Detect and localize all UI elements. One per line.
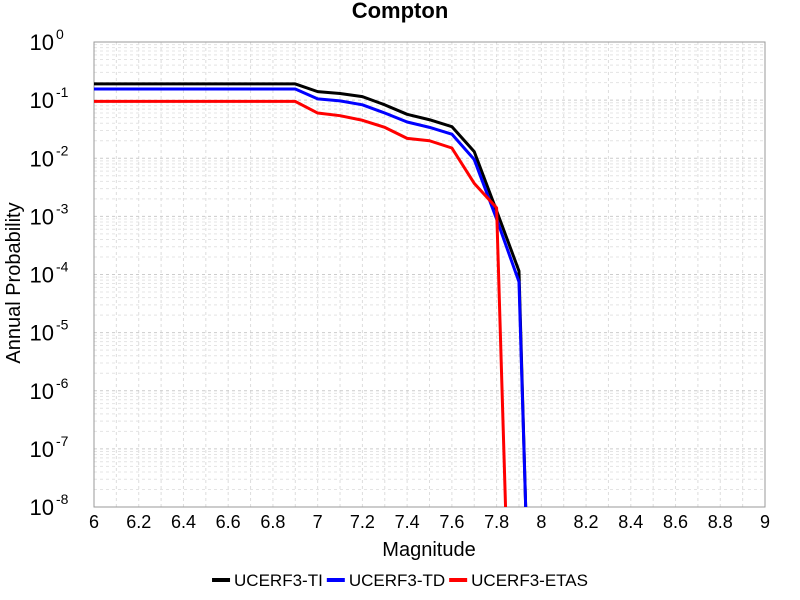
series-line-2	[94, 99, 508, 508]
y-tick-label: 10 -8	[30, 491, 69, 520]
x-tick-label: 7.8	[484, 512, 509, 532]
y-tick-label: 10 -4	[30, 259, 69, 288]
x-tick-label: 8	[536, 512, 546, 532]
y-tick-base: 10	[30, 437, 54, 462]
y-tick-exponent: -3	[56, 200, 69, 216]
grid	[93, 42, 766, 508]
x-tick-label: 6.2	[126, 512, 151, 532]
y-tick-exponent: 0	[56, 26, 64, 42]
legend: UCERF3-TI UCERF3-TD UCERF3-ETAS	[212, 571, 588, 590]
x-tick-label: 9	[760, 512, 770, 532]
plot-frame	[93, 41, 766, 508]
y-tick-label: 10 -1	[30, 84, 69, 113]
x-tick-label: 8.6	[663, 512, 688, 532]
y-tick-exponent: -6	[56, 375, 69, 391]
y-tick-label: 10 -5	[30, 317, 69, 346]
y-tick-base: 10	[30, 88, 54, 113]
x-tick-label: 6.6	[216, 512, 241, 532]
x-tick-label: 6.8	[260, 512, 285, 532]
y-tick-base: 10	[30, 30, 54, 55]
x-tick-label: 7.6	[439, 512, 464, 532]
x-axis-label: Magnitude	[382, 539, 475, 561]
x-tick-label: 8.8	[708, 512, 733, 532]
y-tick-label: 10 0	[30, 26, 64, 55]
y-tick-base: 10	[30, 263, 54, 288]
y-tick-exponent: -1	[56, 84, 69, 100]
y-tick-base: 10	[30, 495, 54, 520]
y-tick-label: 10 -6	[30, 375, 69, 404]
series-line-0	[94, 82, 528, 508]
y-tick-exponent: -5	[56, 317, 69, 333]
y-tick-exponent: -8	[56, 491, 69, 507]
y-tick-label: 10 -3	[30, 200, 69, 229]
y-tick-base: 10	[30, 204, 54, 229]
y-axis-label: Annual Probability	[3, 202, 25, 363]
x-tick-label: 8.2	[574, 512, 599, 532]
y-tick-base: 10	[30, 321, 54, 346]
x-tick-label: 6	[89, 512, 99, 532]
x-tick-label: 6.4	[171, 512, 196, 532]
legend-label-1: UCERF3-TD	[349, 571, 445, 590]
x-tick-labels: 6 6.2 6.4 6.6 6.8 7 7.2 7.4 7.6 7.8 8 8.2 8.4 8.6 8.8 9	[89, 512, 770, 532]
y-tick-exponent: -7	[56, 433, 69, 449]
y-tick-base: 10	[30, 146, 54, 171]
chart-title: Compton	[352, 0, 449, 23]
x-tick-label: 8.4	[618, 512, 643, 532]
x-tick-label: 7.2	[350, 512, 375, 532]
legend-label-2: UCERF3-ETAS	[471, 571, 588, 590]
y-tick-exponent: -2	[56, 142, 69, 158]
y-tick-label: 10 -2	[30, 142, 69, 171]
legend-label-0: UCERF3-TI	[234, 571, 323, 590]
y-tick-exponent: -4	[56, 259, 69, 275]
y-tick-base: 10	[30, 379, 54, 404]
y-tick-label: 10 -7	[30, 433, 69, 462]
x-tick-label: 7.4	[395, 512, 420, 532]
x-tick-label: 7	[313, 512, 323, 532]
series-layer	[94, 82, 528, 508]
